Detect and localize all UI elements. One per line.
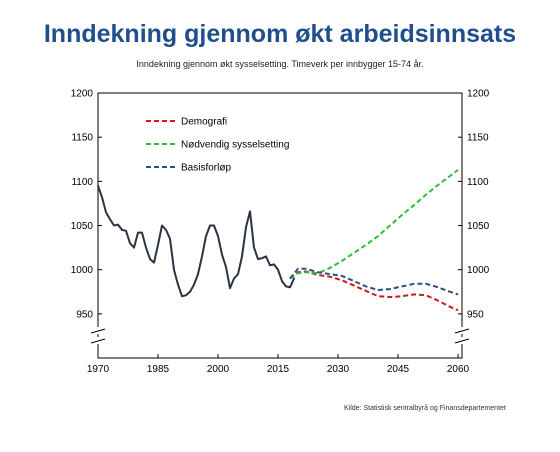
left-axis-break-mark [90,328,106,334]
left-axis-break-mark [90,338,106,344]
x-tick-label: 2000 [207,364,230,375]
right-axis-break-mark [454,328,470,334]
x-tick-label: 1970 [87,364,110,375]
chart-subtitle: Inndekning gjennom økt sysselsetting. Ti… [136,59,424,69]
x-tick-label: 2030 [327,364,350,375]
legend-label: Demografi [181,117,227,128]
series-line-historical [97,184,295,298]
y-tick-label-left: 1000 [71,265,94,276]
series-line-demografi [289,270,459,312]
y-tick-label-left: 1200 [71,89,94,100]
y-tick-label-right: 950 [467,309,484,320]
plot-frame [97,92,463,359]
x-tick-label: 1985 [147,364,170,375]
y-tick-label-right: 1100 [467,177,489,188]
y-tick-label-right: 1050 [467,221,490,232]
y-tick-label-left: 950 [76,309,93,320]
x-tick-label: 2045 [387,364,410,375]
y-tick-label-left: 1100 [71,177,93,188]
x-tick-label: 2060 [447,364,470,375]
series-line-n-dvendig-sysselsetting [289,169,459,280]
x-tick-label: 2015 [267,364,290,375]
right-axis-break-mark [454,338,470,344]
series-line-basisforl-p [289,267,459,296]
y-tick-label-right: 1200 [467,89,490,100]
y-tick-label-right: 1150 [467,133,489,144]
legend-label: Basisforløp [181,163,231,174]
y-tick-label-left: 1150 [71,133,93,144]
y-tick-label-right: 1000 [467,265,490,276]
legend-label: Nødvendig sysselsetting [181,140,289,151]
y-tick-label-left: 1050 [71,221,94,232]
chart-title: Inndekning gjennom økt arbeidsinnsats [43,20,517,48]
source-note: Kilde: Statistisk sentralbyrå og Finansd… [344,405,506,412]
